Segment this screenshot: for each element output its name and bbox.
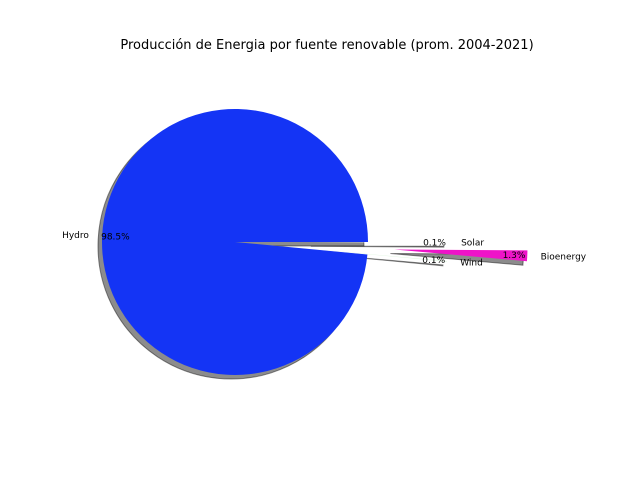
slice-shadow-solar <box>310 245 445 248</box>
slices <box>102 109 528 376</box>
slice-label-bioenergy: Bioenergy <box>541 252 587 262</box>
slice-label-solar: Solar <box>461 239 484 249</box>
slice-label-hydro: Hydro <box>62 231 89 241</box>
chart-title: Producción de Energia por fuente renovab… <box>120 38 533 53</box>
slice-bioenergy <box>394 249 528 262</box>
slice-solar <box>314 242 448 244</box>
slice-hydro <box>102 109 368 376</box>
slice-label-wind: Wind <box>460 259 483 269</box>
slice-pct-label-bioenergy: 1.3% <box>503 251 526 261</box>
slice-pct-label-wind: 0.1% <box>422 256 445 266</box>
slice-wind <box>314 249 447 262</box>
slice-pct-label-solar: 0.1% <box>423 239 446 249</box>
slice-labels: Hydro 98.5% Wind 0.1% Bioenergy 1.3% Solar 0.1% <box>62 231 587 269</box>
slice-pct-label-hydro: 98.5% <box>101 232 130 242</box>
